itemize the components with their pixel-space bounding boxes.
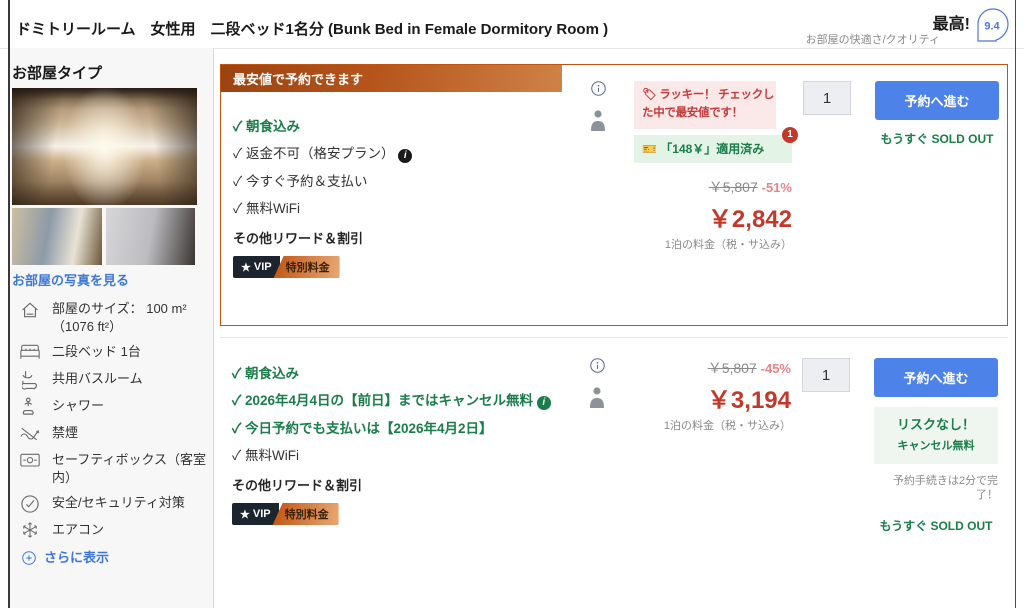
svg-text:9.4: 9.4 [984,21,1000,33]
